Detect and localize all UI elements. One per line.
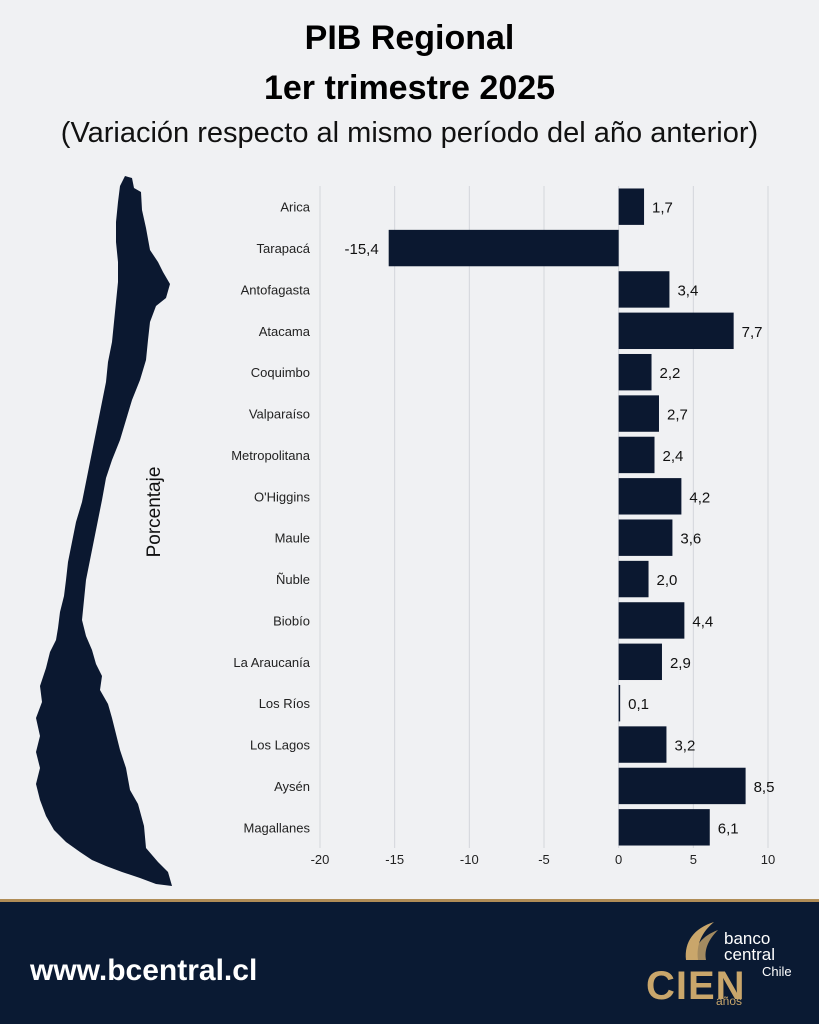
bar <box>618 767 746 805</box>
category-label: O'Higgins <box>254 489 310 504</box>
y-axis-label: Porcentaje <box>144 467 165 558</box>
value-label: 4,2 <box>689 489 710 506</box>
bar <box>618 519 673 556</box>
logo-anos-text: años <box>716 994 743 1008</box>
bar <box>618 684 621 722</box>
logo-cien-text: CIEN <box>646 964 746 1008</box>
category-label: Ñuble <box>276 572 310 587</box>
page-title-period: 1er trimestre 2025 <box>263 69 556 107</box>
bar <box>388 229 619 267</box>
value-label: 2,7 <box>667 407 688 424</box>
category-label: Los Ríos <box>259 696 311 711</box>
bar <box>618 726 667 763</box>
swoosh-icon <box>685 922 718 960</box>
logo-central-text: central <box>724 945 776 964</box>
bar <box>618 436 655 474</box>
bar <box>618 560 649 598</box>
bar <box>618 602 685 639</box>
value-label: 2,0 <box>657 572 678 589</box>
category-label: Magallanes <box>244 820 311 835</box>
value-label: 7,7 <box>742 324 763 341</box>
bar <box>618 188 645 225</box>
value-label: 4,4 <box>692 613 713 630</box>
bar <box>618 643 662 681</box>
category-label: Antofagasta <box>241 282 311 297</box>
x-tick-label: -15 <box>385 852 404 867</box>
x-tick-label: -20 <box>311 852 330 867</box>
category-label: Biobío <box>273 613 310 628</box>
value-label: 3,6 <box>680 531 701 548</box>
page-subtitle: (Variación respecto al mismo período del… <box>60 117 759 149</box>
logo-banco-text: banco <box>724 929 771 948</box>
bcentral-logo: banco central Chile CIEN años <box>640 914 792 1014</box>
x-tick-label: -5 <box>538 852 550 867</box>
value-label: 2,2 <box>660 365 681 382</box>
page-title: PIB Regional <box>304 19 515 57</box>
bar <box>618 312 734 350</box>
category-label: Los Lagos <box>250 738 310 753</box>
value-label: 2,9 <box>670 655 691 672</box>
footer: www.bcentral.cl banco central Chile CIEN… <box>0 899 819 1024</box>
bar <box>618 395 659 432</box>
category-label: Valparaíso <box>249 407 310 422</box>
x-tick-label: 0 <box>615 852 622 867</box>
category-label: Metropolitana <box>231 448 311 463</box>
category-label: Arica <box>280 200 310 215</box>
value-label: -15,4 <box>344 241 378 258</box>
value-label: 3,4 <box>677 282 698 299</box>
category-label: Tarapacá <box>257 241 311 256</box>
category-label: Atacama <box>259 324 311 339</box>
value-label: 1,7 <box>652 200 673 217</box>
logo-chile-text: Chile <box>762 964 792 979</box>
value-label: 6,1 <box>718 820 739 837</box>
category-label: La Araucanía <box>233 655 310 670</box>
category-label: Maule <box>275 531 310 546</box>
category-label: Aysén <box>274 779 310 794</box>
bar-chart: Arica Tarapacá Antofagasta Atacama Coquimbo V… <box>36 176 775 886</box>
bar <box>618 353 652 391</box>
website-link[interactable]: www.bcentral.cl <box>30 954 258 987</box>
value-label: 8,5 <box>754 779 775 796</box>
value-label: 2,4 <box>663 448 684 465</box>
value-label: 3,2 <box>674 738 695 755</box>
x-tick-label: -10 <box>460 852 479 867</box>
category-label: Coquimbo <box>251 365 310 380</box>
bar <box>618 271 670 308</box>
bar <box>618 809 710 846</box>
x-tick-label: 10 <box>761 852 775 867</box>
x-tick-label: 5 <box>690 852 697 867</box>
value-label: 0,1 <box>628 696 649 713</box>
chile-map-icon <box>36 176 172 886</box>
bar <box>618 478 682 515</box>
